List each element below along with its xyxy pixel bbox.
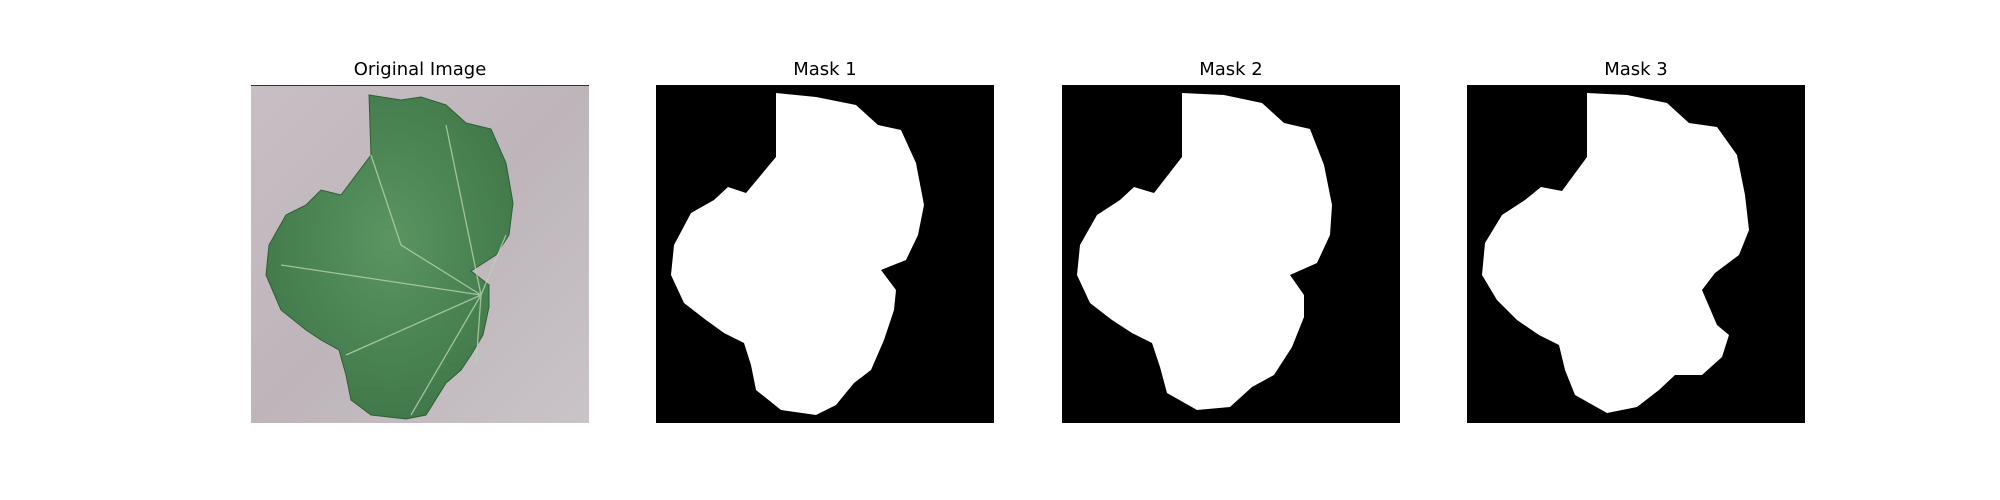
mask-1-hole [896, 300, 918, 335]
panel-title-original: Original Image [353, 59, 487, 80]
panel-title-mask-2: Mask 2 [1199, 59, 1263, 80]
mask-1-panel [656, 85, 994, 423]
leaf-photo [251, 85, 589, 423]
mask-2-panel [1062, 85, 1400, 423]
mask-3-region [1482, 93, 1749, 413]
mask-3-panel [1467, 85, 1805, 423]
mask-1-region [671, 93, 924, 415]
mask-1-image [656, 85, 994, 423]
mask-3-image [1467, 85, 1805, 423]
panel-title-mask-1: Mask 1 [793, 59, 857, 80]
original-image-panel [251, 85, 589, 423]
leaf-veins [280, 124, 507, 416]
panel-title-mask-3: Mask 3 [1604, 59, 1668, 80]
mask-2-image [1062, 85, 1400, 423]
mask-2-region [1077, 93, 1332, 410]
leaf-shape [265, 94, 514, 420]
